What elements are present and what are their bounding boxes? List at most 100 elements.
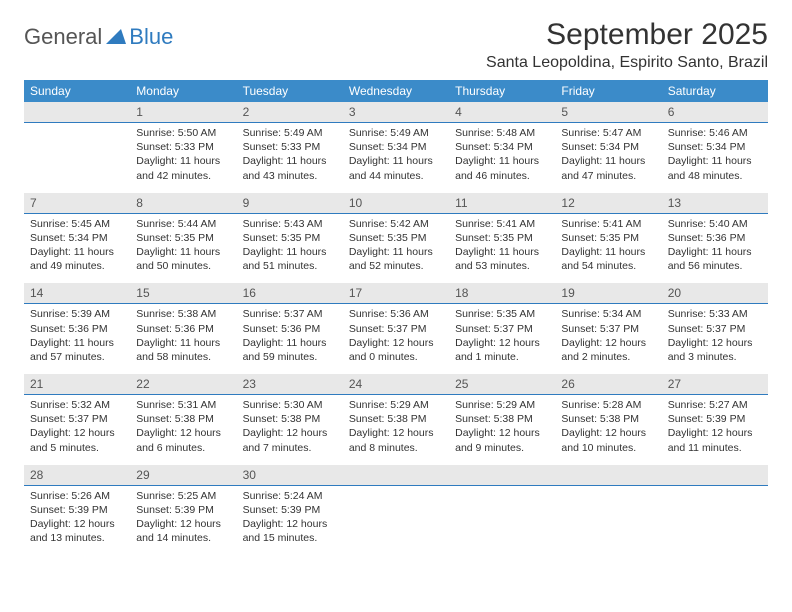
sunrise: Sunrise: 5:39 AM: [30, 307, 124, 321]
sunrise: Sunrise: 5:41 AM: [561, 217, 655, 231]
day-number: 22: [130, 374, 236, 395]
sunrise: Sunrise: 5:33 AM: [668, 307, 762, 321]
sunset: Sunset: 5:38 PM: [561, 412, 655, 426]
day-cell: Sunrise: 5:25 AMSunset: 5:39 PMDaylight:…: [130, 485, 236, 555]
day-number: 2: [237, 102, 343, 123]
sunrise: Sunrise: 5:47 AM: [561, 126, 655, 140]
sunset: Sunset: 5:35 PM: [455, 231, 549, 245]
daylight: Daylight: 11 hours and 47 minutes.: [561, 154, 655, 182]
day-number: [343, 465, 449, 486]
day-number: [662, 465, 768, 486]
logo-triangle-icon: [106, 26, 126, 49]
sunrise: Sunrise: 5:32 AM: [30, 398, 124, 412]
day-number: 29: [130, 465, 236, 486]
daylight: Daylight: 12 hours and 13 minutes.: [30, 517, 124, 545]
daylight: Daylight: 12 hours and 0 minutes.: [349, 336, 443, 364]
sunrise: Sunrise: 5:25 AM: [136, 489, 230, 503]
day-cell: Sunrise: 5:30 AMSunset: 5:38 PMDaylight:…: [237, 395, 343, 465]
daylight: Daylight: 12 hours and 11 minutes.: [668, 426, 762, 454]
day-cell: Sunrise: 5:43 AMSunset: 5:35 PMDaylight:…: [237, 213, 343, 283]
detail-row: Sunrise: 5:50 AMSunset: 5:33 PMDaylight:…: [24, 123, 768, 193]
sunset: Sunset: 5:34 PM: [349, 140, 443, 154]
sunset: Sunset: 5:37 PM: [30, 412, 124, 426]
daylight: Daylight: 11 hours and 58 minutes.: [136, 336, 230, 364]
daynum-row: 282930: [24, 465, 768, 486]
daylight: Daylight: 12 hours and 7 minutes.: [243, 426, 337, 454]
day-cell: Sunrise: 5:39 AMSunset: 5:36 PMDaylight:…: [24, 304, 130, 374]
day-number: [555, 465, 661, 486]
sunset: Sunset: 5:34 PM: [455, 140, 549, 154]
detail-row: Sunrise: 5:26 AMSunset: 5:39 PMDaylight:…: [24, 485, 768, 555]
weekday-header: Tuesday: [237, 80, 343, 102]
sunrise: Sunrise: 5:36 AM: [349, 307, 443, 321]
sunset: Sunset: 5:37 PM: [349, 322, 443, 336]
day-cell: Sunrise: 5:29 AMSunset: 5:38 PMDaylight:…: [343, 395, 449, 465]
sunset: Sunset: 5:39 PM: [136, 503, 230, 517]
logo-text-blue: Blue: [129, 24, 173, 50]
day-cell: Sunrise: 5:31 AMSunset: 5:38 PMDaylight:…: [130, 395, 236, 465]
header: General Blue September 2025 Santa Leopol…: [24, 18, 768, 72]
day-number: 10: [343, 193, 449, 214]
daylight: Daylight: 12 hours and 2 minutes.: [561, 336, 655, 364]
daylight: Daylight: 12 hours and 6 minutes.: [136, 426, 230, 454]
sunrise: Sunrise: 5:26 AM: [30, 489, 124, 503]
daylight: Daylight: 11 hours and 48 minutes.: [668, 154, 762, 182]
day-number: 5: [555, 102, 661, 123]
sunset: Sunset: 5:37 PM: [455, 322, 549, 336]
day-number: 20: [662, 283, 768, 304]
sunrise: Sunrise: 5:42 AM: [349, 217, 443, 231]
day-cell: Sunrise: 5:40 AMSunset: 5:36 PMDaylight:…: [662, 213, 768, 283]
weekday-header: Monday: [130, 80, 236, 102]
sunrise: Sunrise: 5:48 AM: [455, 126, 549, 140]
daylight: Daylight: 11 hours and 44 minutes.: [349, 154, 443, 182]
sunset: Sunset: 5:38 PM: [349, 412, 443, 426]
sunset: Sunset: 5:33 PM: [136, 140, 230, 154]
day-number: 12: [555, 193, 661, 214]
sunrise: Sunrise: 5:49 AM: [349, 126, 443, 140]
day-cell: Sunrise: 5:49 AMSunset: 5:33 PMDaylight:…: [237, 123, 343, 193]
weekday-header: Wednesday: [343, 80, 449, 102]
day-cell: [343, 485, 449, 555]
day-cell: Sunrise: 5:50 AMSunset: 5:33 PMDaylight:…: [130, 123, 236, 193]
sunrise: Sunrise: 5:31 AM: [136, 398, 230, 412]
sunset: Sunset: 5:38 PM: [136, 412, 230, 426]
day-number: 24: [343, 374, 449, 395]
day-number: 13: [662, 193, 768, 214]
day-number: 4: [449, 102, 555, 123]
sunset: Sunset: 5:36 PM: [668, 231, 762, 245]
daylight: Daylight: 11 hours and 51 minutes.: [243, 245, 337, 273]
weekday-header: Thursday: [449, 80, 555, 102]
daynum-row: 14151617181920: [24, 283, 768, 304]
sunrise: Sunrise: 5:41 AM: [455, 217, 549, 231]
weekday-header-row: Sunday Monday Tuesday Wednesday Thursday…: [24, 80, 768, 102]
sunset: Sunset: 5:36 PM: [30, 322, 124, 336]
day-number: 9: [237, 193, 343, 214]
month-title: September 2025: [486, 18, 768, 52]
sunrise: Sunrise: 5:30 AM: [243, 398, 337, 412]
day-number: 14: [24, 283, 130, 304]
day-number: 8: [130, 193, 236, 214]
day-cell: Sunrise: 5:33 AMSunset: 5:37 PMDaylight:…: [662, 304, 768, 374]
day-cell: [555, 485, 661, 555]
daynum-row: 21222324252627: [24, 374, 768, 395]
day-cell: Sunrise: 5:44 AMSunset: 5:35 PMDaylight:…: [130, 213, 236, 283]
day-cell: Sunrise: 5:41 AMSunset: 5:35 PMDaylight:…: [449, 213, 555, 283]
sunset: Sunset: 5:38 PM: [455, 412, 549, 426]
title-block: September 2025 Santa Leopoldina, Espirit…: [486, 18, 768, 72]
sunrise: Sunrise: 5:35 AM: [455, 307, 549, 321]
daylight: Daylight: 12 hours and 3 minutes.: [668, 336, 762, 364]
day-number: 28: [24, 465, 130, 486]
daylight: Daylight: 11 hours and 59 minutes.: [243, 336, 337, 364]
day-cell: Sunrise: 5:37 AMSunset: 5:36 PMDaylight:…: [237, 304, 343, 374]
daylight: Daylight: 12 hours and 14 minutes.: [136, 517, 230, 545]
sunset: Sunset: 5:36 PM: [243, 322, 337, 336]
day-cell: Sunrise: 5:27 AMSunset: 5:39 PMDaylight:…: [662, 395, 768, 465]
sunset: Sunset: 5:34 PM: [561, 140, 655, 154]
day-number: 3: [343, 102, 449, 123]
sunrise: Sunrise: 5:27 AM: [668, 398, 762, 412]
day-cell: Sunrise: 5:47 AMSunset: 5:34 PMDaylight:…: [555, 123, 661, 193]
location: Santa Leopoldina, Espirito Santo, Brazil: [486, 54, 768, 72]
day-cell: Sunrise: 5:41 AMSunset: 5:35 PMDaylight:…: [555, 213, 661, 283]
sunset: Sunset: 5:36 PM: [136, 322, 230, 336]
sunset: Sunset: 5:35 PM: [243, 231, 337, 245]
